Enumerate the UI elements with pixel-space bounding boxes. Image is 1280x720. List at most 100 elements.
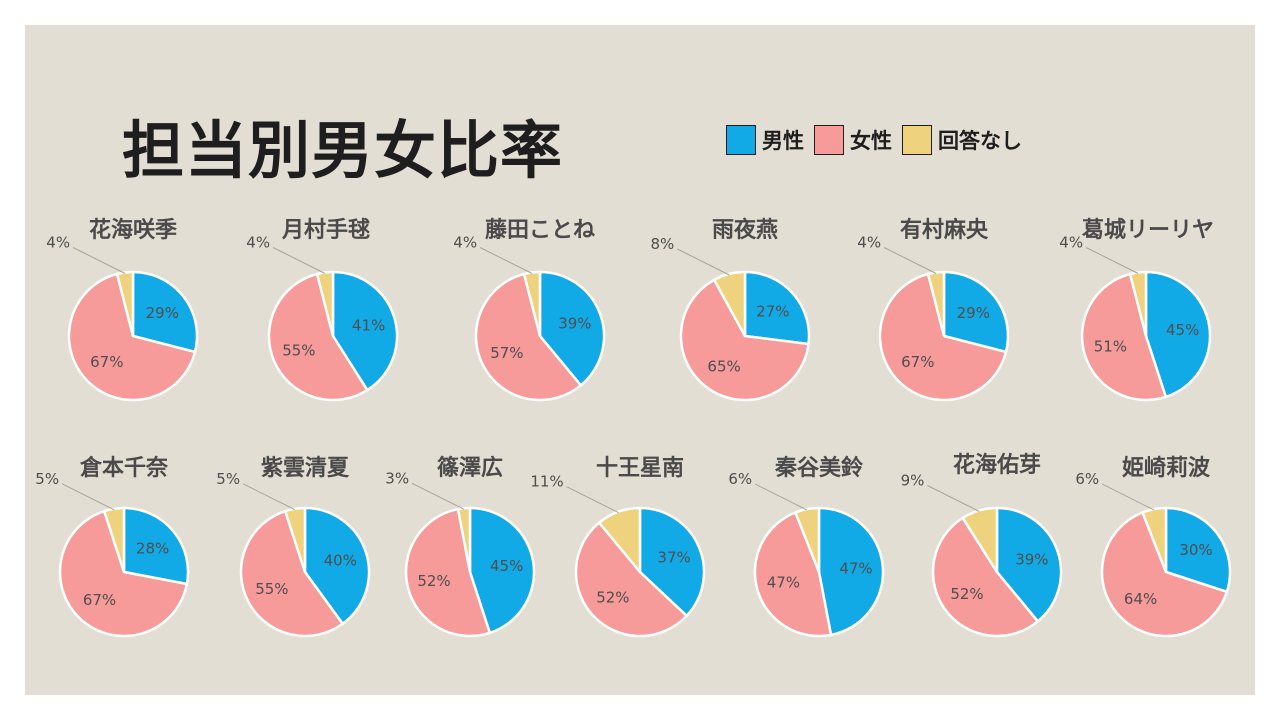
- slice-label-male: 47%: [839, 560, 872, 578]
- legend-label-male: 男性: [762, 129, 804, 153]
- slice-label-male: 41%: [352, 317, 385, 335]
- slice-label-male: 37%: [657, 548, 690, 566]
- pie-title: 十王星南: [595, 456, 684, 481]
- pie-title: 姫崎莉波: [1121, 456, 1210, 481]
- slice-label-female: 51%: [1094, 337, 1127, 355]
- slice-label-male: 45%: [1166, 321, 1199, 339]
- legend-item-female: 女性: [814, 125, 892, 155]
- pie-slice-female: [878, 272, 1008, 402]
- slice-label-no-answer: 11%: [530, 473, 563, 491]
- pie-slice-male: [538, 270, 606, 387]
- slice-label-male: 39%: [558, 314, 591, 332]
- pie-chart: 41% 55% 4%: [246, 234, 399, 402]
- legend-swatch-male: [726, 125, 756, 155]
- pie-slice-female: [58, 509, 189, 638]
- callout-line: [242, 483, 296, 511]
- pie-slice-male: [638, 506, 706, 618]
- pie-title: 花海咲季: [88, 218, 177, 243]
- slice-label-no-answer: 4%: [453, 234, 477, 252]
- pie-slice-male: [942, 270, 1010, 354]
- slice-label-no-answer: 4%: [46, 234, 70, 252]
- slice-label-no-answer: 4%: [246, 234, 270, 252]
- pie-chart: 28% 67% 5%: [35, 470, 190, 638]
- pie-title: 花海佑芽: [952, 453, 1041, 478]
- pie-slice-male: [743, 270, 811, 346]
- pie-title: 雨夜燕: [711, 218, 778, 243]
- pie-slice-female: [67, 272, 197, 402]
- slice-label-no-answer: 3%: [385, 469, 409, 487]
- slice-label-female: 67%: [901, 353, 934, 371]
- pie-chart: 30% 64% 6%: [1075, 470, 1232, 638]
- pie-slice-male: [122, 506, 190, 586]
- callout-line: [1101, 483, 1155, 511]
- slice-label-male: 27%: [756, 303, 789, 321]
- callout-line: [411, 482, 465, 510]
- callout-line: [61, 483, 115, 511]
- slice-label-no-answer: 4%: [857, 234, 881, 252]
- pie-slice-no-answer: [315, 270, 335, 338]
- pie-slice-no-answer: [597, 506, 642, 574]
- slice-label-female: 55%: [255, 580, 288, 598]
- pie-title: 篠澤広: [436, 456, 503, 481]
- pie-slice-no-answer: [794, 506, 821, 574]
- callout-line: [883, 247, 937, 274]
- slice-label-female: 67%: [83, 591, 116, 609]
- page-title: 担当別男女比率: [122, 114, 564, 187]
- pie-slice-no-answer: [1141, 506, 1168, 574]
- slice-label-male: 45%: [490, 557, 523, 575]
- callout-line: [927, 485, 980, 512]
- pie-title: 倉本千奈: [79, 456, 168, 481]
- pie-slice-male: [1144, 270, 1212, 399]
- callout-line: [566, 486, 619, 514]
- pie-slice-no-answer: [115, 270, 135, 338]
- pie-title: 藤田ことね: [484, 218, 595, 243]
- pie-slice-no-answer: [961, 506, 999, 574]
- pie-chart: 40% 55% 5%: [216, 470, 371, 638]
- pie-slice-no-answer: [926, 270, 946, 338]
- legend-swatch-no-answer: [902, 125, 932, 155]
- pie-slice-female: [931, 516, 1040, 638]
- pie-slice-male: [303, 506, 371, 626]
- pie-chart: 39% 52% 9%: [901, 472, 1063, 638]
- pie-chart: 29% 67% 4%: [46, 234, 199, 402]
- pie-slice-female: [267, 272, 369, 402]
- pie-slice-no-answer: [102, 506, 126, 574]
- legend-swatch-female: [814, 125, 844, 155]
- pie-slice-female: [679, 278, 810, 402]
- slice-label-no-answer: 8%: [651, 235, 675, 253]
- slice-label-female: 64%: [1124, 590, 1157, 608]
- pie-slice-male: [817, 506, 885, 637]
- slice-label-no-answer: 5%: [35, 470, 59, 488]
- callout-line: [754, 483, 808, 511]
- callout-line: [272, 247, 326, 274]
- pie-slice-female: [239, 509, 344, 638]
- pie-slice-no-answer: [522, 270, 542, 338]
- pie-slice-no-answer: [283, 506, 307, 574]
- slice-label-male: 39%: [1015, 550, 1048, 568]
- slice-label-female: 52%: [596, 588, 629, 606]
- callout-line: [479, 247, 533, 274]
- slice-label-female: 55%: [282, 342, 315, 360]
- pie-slice-male: [468, 506, 536, 635]
- pie-slice-female: [474, 272, 583, 402]
- pie-title: 月村手毬: [281, 218, 370, 243]
- slice-label-female: 65%: [707, 358, 740, 376]
- slice-label-female: 52%: [950, 585, 983, 603]
- slice-label-no-answer: 6%: [1075, 470, 1099, 488]
- slice-label-male: 28%: [136, 539, 169, 557]
- pie-title: 有村麻央: [899, 218, 988, 243]
- slice-label-male: 29%: [146, 304, 179, 322]
- slice-label-male: 29%: [957, 304, 990, 322]
- pie-slice-male: [995, 506, 1063, 623]
- legend-item-male: 男性: [726, 125, 804, 155]
- pie-slice-no-answer: [456, 506, 472, 574]
- pie-slice-no-answer: [712, 270, 747, 338]
- slice-label-no-answer: 6%: [728, 470, 752, 488]
- pie-slice-male: [131, 270, 199, 354]
- pie-slice-female: [404, 507, 492, 638]
- pie-chart: 47% 47% 6%: [728, 470, 885, 638]
- slice-label-no-answer: 4%: [1059, 234, 1083, 252]
- pie-chart: 39% 57% 4%: [453, 234, 606, 402]
- pie-title: 秦谷美鈴: [774, 456, 863, 481]
